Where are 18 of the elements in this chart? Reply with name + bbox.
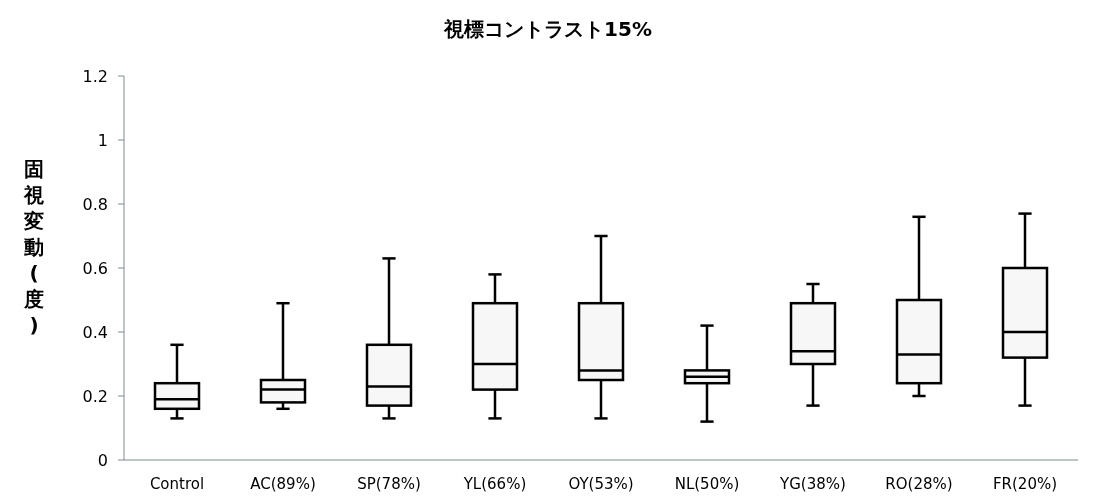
x-tick-label: YG(38%) xyxy=(779,474,846,493)
y-tick-label: 0.6 xyxy=(82,258,108,278)
y-axis-title: 固視変動(度) xyxy=(23,156,45,338)
chart-title: 視標コントラスト15% xyxy=(443,16,653,43)
y-tick-label: 1 xyxy=(97,130,108,150)
x-tick-label: AC(89%) xyxy=(250,474,316,493)
x-tick-label: OY(53%) xyxy=(568,474,634,493)
y-tick-label: 0.8 xyxy=(82,194,108,214)
x-tick-label: SP(78%) xyxy=(357,474,421,493)
x-tick-label: Control xyxy=(149,474,205,493)
y-tick-label: 0.2 xyxy=(82,386,108,406)
x-tick-label: YL(66%) xyxy=(462,474,527,493)
x-tick-label: RO(28%) xyxy=(885,474,953,493)
y-tick-label: 0 xyxy=(97,450,108,470)
x-tick-label: NL(50%) xyxy=(674,474,740,493)
x-tick-label: FR(20%) xyxy=(992,474,1058,493)
y-tick-label: 0.4 xyxy=(82,322,108,342)
y-tick-label: 1.2 xyxy=(82,66,108,86)
